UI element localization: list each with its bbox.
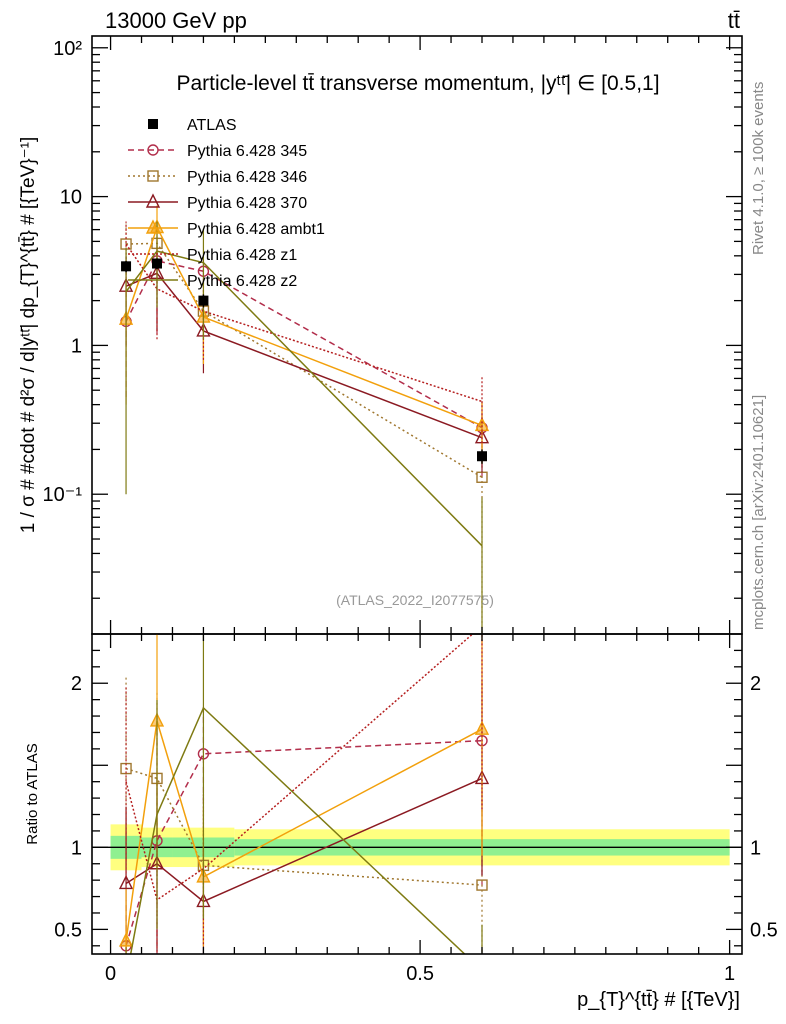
ratio-line-pythia-6-428-ambt1 [125,720,483,941]
legend-label-atlas: ATLAS [187,117,237,134]
legend-label-pythia-6-428-370: Pythia 6.428 370 [187,195,307,212]
watermark: (ATLAS_2022_I2077575) [336,592,494,608]
x-axis-label: p_{T}^{tt̄} # [{TeV}] [577,989,740,1011]
ratio-point-pythia-6-428-370 [118,874,134,890]
x-tick-label: 0.5 [406,963,434,985]
data-point [152,258,162,269]
ratio-line-pythia-6-428-z2 [129,706,466,954]
y-tick-label-main: 10⁻¹ [43,484,83,506]
series-line-pythia-6-428-z2 [125,250,483,547]
ratio-line-pythia-6-428-z1 [125,634,474,902]
y-tick-label-ratio-right: 0.5 [750,919,778,941]
ratio-line-pythia-6-428-346 [125,767,483,886]
y-tick-label-ratio: 0.5 [54,919,82,941]
legend-marker-pythia-6-428-345 [147,144,159,156]
rivet-label: Rivet 4.1.0, ≥ 100k events [750,82,767,255]
ratio-point-pythia-6-428-ambt1 [118,932,134,947]
chart-title: Particle-level tt̄ transverse momentum, … [176,72,659,95]
data-point [198,295,209,306]
header-right: tt̄ [728,8,740,33]
ratio-panel: 0 0.5 1 0.5 0.5 1 1 2 2 [54,633,778,985]
y-tick-label-main: 1 [71,335,82,357]
y-axis-label-main: 1 / σ # #cdot # d²σ / d|yᵗᵗ̄| dp_{T}^{tt… [18,137,39,534]
legend-marker-pythia-6-428-ambt1 [145,219,161,234]
ratio-point-pythia-6-428-346 [476,879,488,891]
mcplots-label: mcplots.cern.ch [arXiv:2401.10621] [750,395,767,630]
legend-label-pythia-6-428-z2: Pythia 6.428 z2 [187,273,297,290]
y-axis-label-ratio: Ratio to ATLAS [24,743,41,844]
legend-marker-pythia-6-428-370 [145,193,161,208]
main-panel: 10⁻¹ 1 10 10² Particle-level tt̄ transverse… [43,35,743,635]
y-tick-label-ratio: 2 [71,673,82,695]
legend-label-pythia-6-428-z1: Pythia 6.428 z1 [187,247,297,264]
header-left: 13000 GeV pp [105,8,247,33]
y-tick-label-ratio: 1 [71,837,82,859]
legend: ATLAS Pythia 6.428 345 Pythia 6.428 346 Pyt… [128,117,325,290]
y-tick-label-main: 10 [60,187,82,209]
series-line-pythia-6-428-346 [126,242,483,478]
data-point [477,451,487,462]
x-tick-label: 0 [105,963,116,985]
legend-label-pythia-6-428-346: Pythia 6.428 346 [187,169,307,186]
series-line-pythia-6-428-ambt1 [125,225,483,427]
y-tick-label-ratio-right: 1 [750,837,761,859]
series-line-pythia-6-428-z1 [125,243,483,403]
x-tick-label: 1 [724,963,735,985]
legend-marker-pythia-6-428-346 [147,170,159,182]
legend-label-pythia-6-428-345: Pythia 6.428 345 [187,143,307,160]
y-tick-label-main: 10² [53,38,82,60]
legend-marker-atlas [148,119,158,129]
y-tick-label-ratio-right: 2 [750,673,761,695]
legend-label-pythia-6-428-ambt1: Pythia 6.428 ambt1 [187,221,325,238]
ratio-frame [91,633,743,955]
data-point [121,261,132,272]
series-line-pythia-6-428-345 [125,259,483,429]
